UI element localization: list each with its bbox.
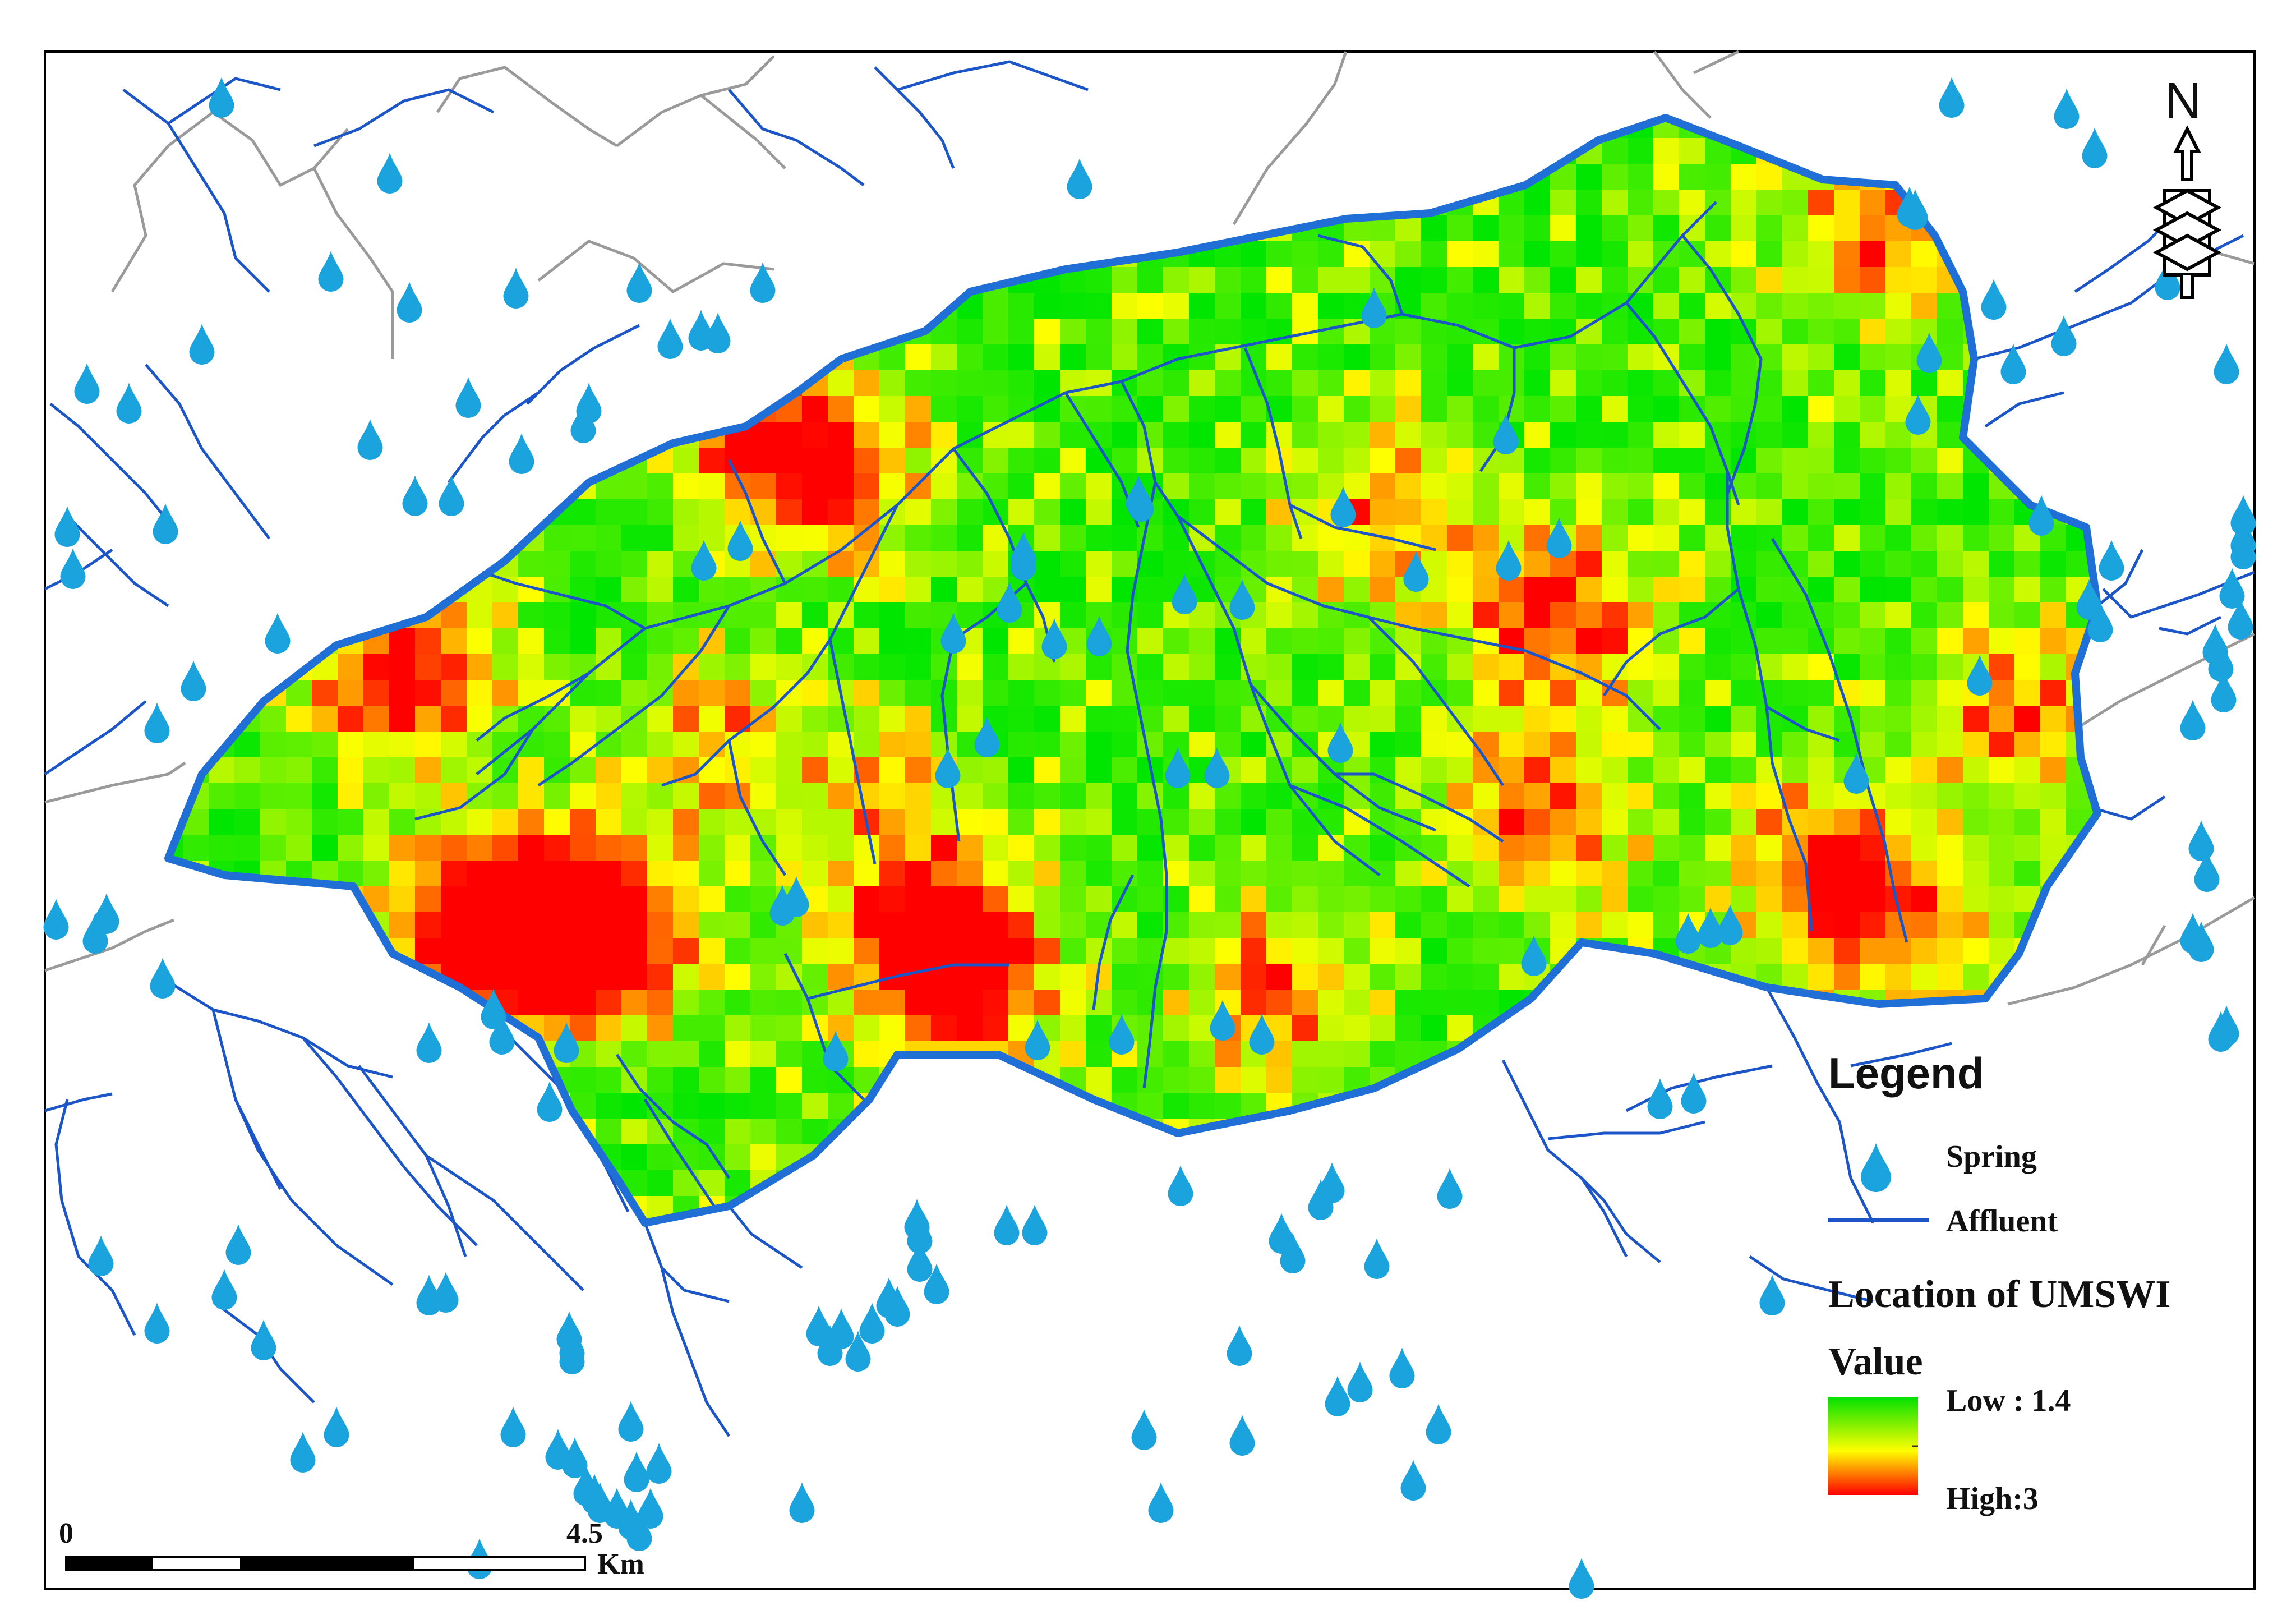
legend: Legend Spring Affluent Location of UMSWI…	[1828, 1048, 2171, 1516]
legend-high-label: High:3	[1946, 1482, 2039, 1516]
legend-title: Legend	[1828, 1048, 1984, 1098]
legend-affluent-label: Affluent	[1946, 1204, 2058, 1239]
north-arrow-label: N	[2165, 73, 2201, 129]
scale-mid-label: 4.5	[566, 1517, 603, 1549]
legend-low-label: Low : 1.4	[1946, 1383, 2071, 1418]
scale-unit-label: Km	[597, 1548, 644, 1580]
scale-start-label: 0	[59, 1517, 73, 1549]
legend-color-ramp	[1828, 1397, 1918, 1495]
north-arrow-icon: N	[2152, 73, 2222, 299]
legend-layer-title: Location of UMSWI	[1828, 1273, 2171, 1316]
road-lines	[44, 50, 2256, 1006]
scale-bar: 0 4.5 Km	[59, 1517, 644, 1580]
legend-spring-label: Spring	[1946, 1139, 2037, 1174]
legend-value-label: Value	[1828, 1340, 1923, 1383]
